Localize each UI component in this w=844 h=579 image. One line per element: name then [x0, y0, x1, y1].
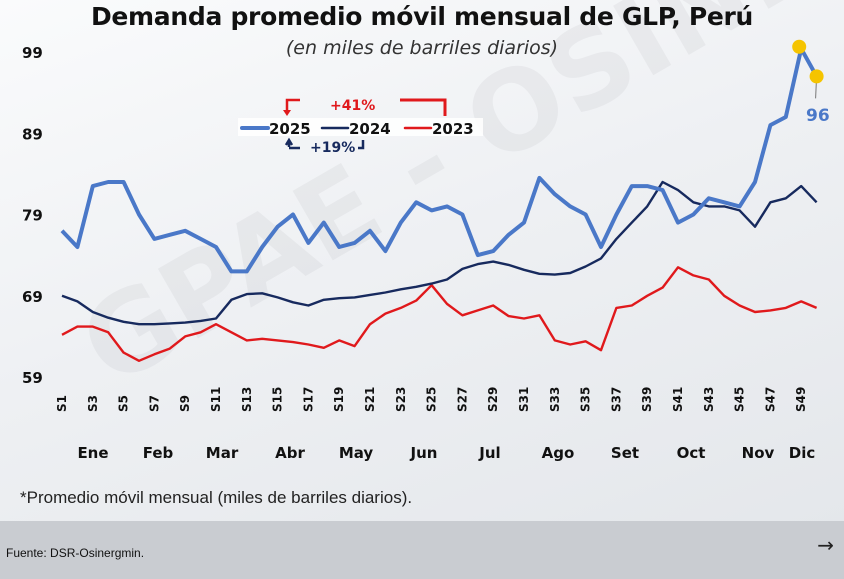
series-line-2025 — [60, 46, 819, 274]
peak-marker — [792, 39, 807, 54]
y-tick-label: 99 — [22, 44, 43, 62]
month-label: Feb — [143, 444, 174, 462]
month-label: May — [339, 444, 374, 462]
month-label: Jul — [478, 444, 500, 462]
y-tick-label: 59 — [22, 369, 43, 387]
x-tick-label: S29 — [486, 387, 500, 412]
x-tick-label: S45 — [733, 387, 747, 412]
chart-title: Demanda promedio móvil mensual de GLP, P… — [90, 2, 754, 31]
legend-box — [238, 118, 483, 136]
x-tick-label: S19 — [332, 387, 346, 412]
footer-bar: Fuente: DSR-Osinergmin. → — [0, 521, 844, 579]
x-tick-label: S27 — [455, 387, 469, 412]
footnote: *Promedio móvil mensual (miles de barril… — [20, 488, 413, 507]
x-tick-label: S47 — [763, 387, 777, 412]
x-tick-label: S13 — [240, 387, 254, 412]
x-tick-label: S15 — [271, 387, 285, 412]
month-label: Mar — [206, 444, 239, 462]
legend-label-2023: 2023 — [432, 120, 474, 138]
x-tick-label: S11 — [209, 387, 223, 412]
growth-arrow-2023 — [285, 98, 300, 112]
month-label: Nov — [742, 444, 775, 462]
x-tick-label: S7 — [147, 395, 161, 412]
month-label: Jun — [410, 444, 438, 462]
x-tick-label: S33 — [548, 387, 562, 412]
x-tick-label: S9 — [178, 395, 192, 412]
last-value-label: 96 — [806, 106, 830, 126]
growth-label-19: +19% — [310, 140, 355, 156]
legend-label-2025: 2025 — [269, 120, 311, 138]
bracket-2024 — [358, 140, 365, 150]
x-tick-label: S1 — [55, 395, 69, 412]
chart-subtitle: (en miles de barriles diarios) — [285, 37, 559, 59]
x-tick-label: S49 — [794, 387, 808, 412]
x-tick-label: S25 — [425, 387, 439, 412]
x-tick-label: S23 — [394, 387, 408, 412]
series-line-2024 — [61, 180, 818, 326]
arrowhead-icon — [283, 110, 291, 116]
x-tick-label: S21 — [363, 387, 377, 412]
y-tick-label: 89 — [22, 125, 43, 143]
bracket-2023 — [400, 98, 447, 116]
x-tick-label: S35 — [579, 387, 593, 412]
x-tick-label: S17 — [301, 387, 315, 412]
x-tick-label: S43 — [702, 387, 716, 412]
month-label: Abr — [275, 444, 305, 462]
next-arrow-icon[interactable]: → — [817, 533, 834, 557]
x-tick-label: S41 — [671, 387, 685, 412]
series-line-2023 — [61, 266, 818, 362]
y-tick-label: 69 — [22, 288, 43, 306]
x-tick-label: S3 — [86, 395, 100, 412]
month-label: Ago — [542, 444, 575, 462]
legend-label-2024: 2024 — [349, 120, 391, 138]
x-tick-label: S5 — [117, 395, 131, 412]
growth-label-41: +41% — [330, 98, 375, 114]
chart-area: 99 89 79 69 59 S1 S3 S5 S7 S9 S11 S13 S15 S17 S19 S21 S2… — [22, 39, 830, 462]
month-label: Dic — [789, 444, 815, 462]
month-label: Ene — [77, 444, 108, 462]
last-value-marker — [809, 69, 824, 84]
x-tick-label: S37 — [609, 387, 623, 412]
source-text: Fuente: DSR-Osinergmin. — [6, 546, 145, 560]
y-tick-label: 79 — [22, 207, 43, 225]
x-tick-label: S31 — [517, 387, 531, 412]
month-label: Set — [611, 444, 639, 462]
x-tick-label: S39 — [640, 387, 654, 412]
growth-arrow-2024 — [284, 137, 300, 150]
month-label: Oct — [677, 444, 706, 462]
